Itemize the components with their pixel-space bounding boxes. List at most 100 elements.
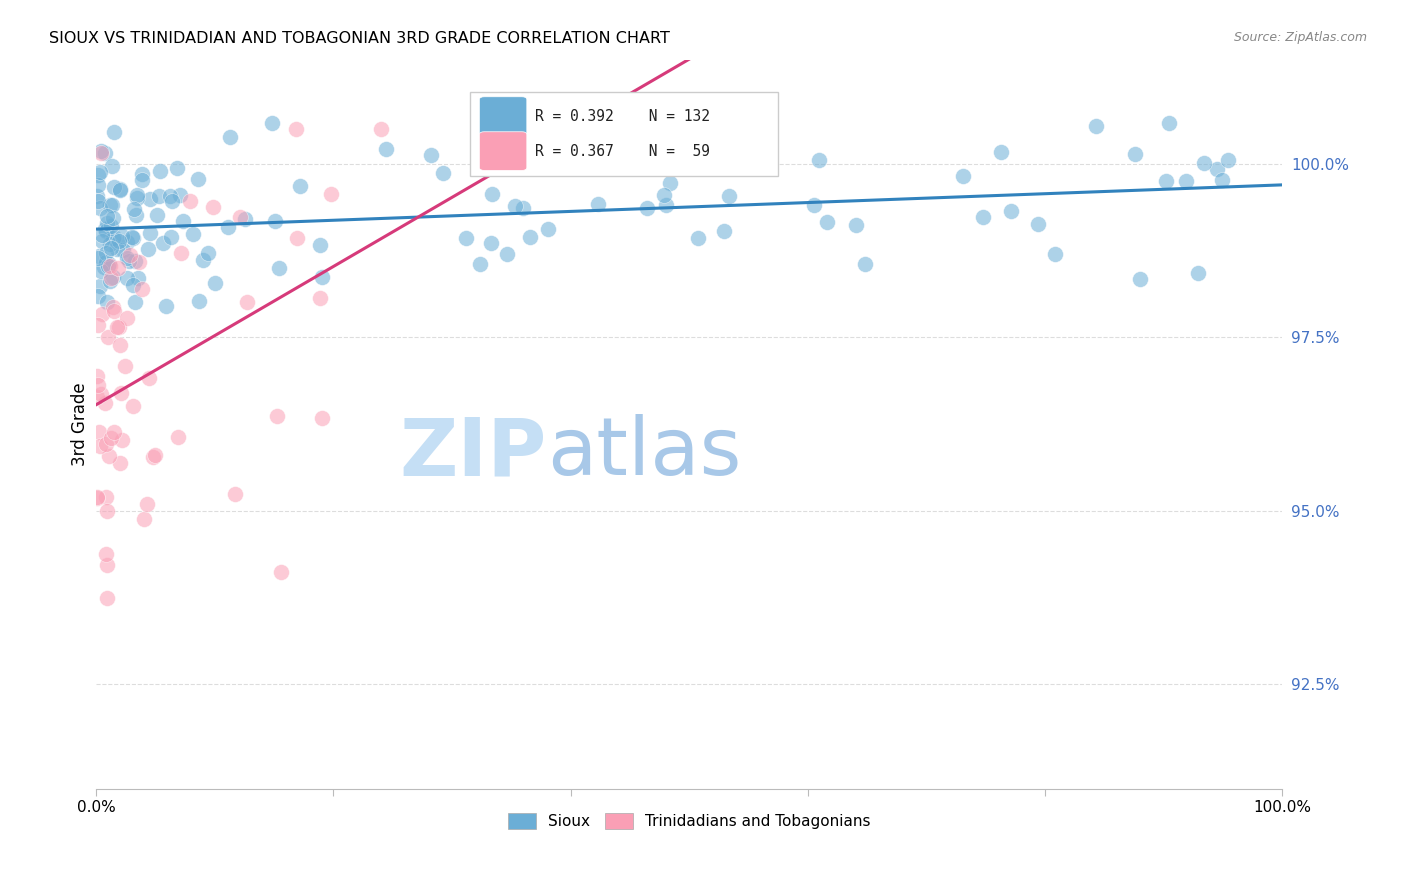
Point [311,411,333,425]
Point [96,558,118,572]
Point [193,252,215,267]
Y-axis label: 3rd Grade: 3rd Grade [72,383,89,466]
Point [91,307,114,321]
Point [1026,217,1049,231]
Point [86,490,108,504]
Point [127,188,149,202]
Point [108,184,131,198]
Point [122,399,145,413]
Point [375,142,398,156]
Point [236,295,259,310]
Point [101,211,124,225]
Point [807,153,830,168]
Point [86,491,108,505]
Point [121,231,143,245]
Point [267,260,290,275]
Point [266,409,288,423]
Point [122,278,145,293]
Point [468,257,491,271]
Point [98,257,121,271]
Point [94,437,117,451]
Point [179,194,201,209]
Point [1216,153,1239,168]
Point [169,187,191,202]
Point [159,188,181,202]
Point [87,168,110,182]
Point [115,235,138,250]
Point [187,171,209,186]
Text: atlas: atlas [547,414,741,492]
Point [655,198,678,212]
Point [86,369,108,384]
Point [519,230,541,244]
Point [432,166,454,180]
Point [96,294,118,309]
Point [94,245,117,260]
Point [537,221,560,235]
Point [114,359,136,374]
Point [96,224,118,238]
Point [89,278,111,293]
Point [98,198,121,212]
Point [118,248,141,262]
Point [167,430,190,444]
Point [481,186,503,201]
Point [201,200,224,214]
Point [124,253,146,268]
Point [125,191,148,205]
Point [89,165,111,179]
Point [115,251,138,265]
Point [131,167,153,181]
Point [111,243,134,257]
Point [86,189,108,203]
Text: Source: ZipAtlas.com: Source: ZipAtlas.com [1233,31,1367,45]
Point [288,179,311,194]
Point [321,186,343,201]
Point [188,293,211,308]
Point [87,251,110,265]
Point [111,229,134,244]
Point [204,276,226,290]
Point [118,253,141,268]
Point [87,249,110,263]
Point [87,378,110,392]
Point [270,565,292,579]
Point [149,164,172,178]
Point [94,221,117,235]
FancyBboxPatch shape [479,132,527,170]
Point [229,210,252,224]
Point [101,300,124,314]
Point [503,199,526,213]
Point [136,243,159,257]
FancyBboxPatch shape [479,96,527,136]
Point [94,396,117,410]
Point [86,390,108,404]
Point [90,386,112,401]
Point [100,219,122,234]
Point [90,144,112,158]
Point [815,215,838,229]
Point [1154,174,1177,188]
Point [481,235,503,250]
Point [717,188,740,202]
Point [101,159,124,173]
Text: R = 0.367    N =  59: R = 0.367 N = 59 [536,144,710,159]
Point [224,486,246,500]
Point [159,230,181,244]
Point [139,192,162,206]
Point [166,161,188,175]
Point [94,547,117,561]
Point [160,194,183,209]
Point [1043,247,1066,261]
Point [1192,156,1215,170]
Point [652,187,675,202]
Point [146,208,169,222]
Point [115,311,138,326]
Point [100,431,122,445]
Point [419,148,441,162]
Point [138,370,160,384]
Point [94,254,117,268]
Point [990,145,1012,159]
Point [972,211,994,225]
Point [124,208,146,222]
